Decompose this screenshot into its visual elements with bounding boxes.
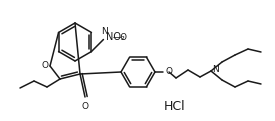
Text: NO₂: NO₂ (106, 33, 125, 42)
Text: —O: —O (112, 33, 127, 42)
Text: O: O (165, 68, 172, 76)
Text: O: O (42, 61, 48, 71)
Text: O: O (81, 102, 89, 111)
Text: HCl: HCl (164, 101, 186, 113)
Text: N: N (101, 27, 108, 37)
Text: N: N (212, 65, 219, 75)
